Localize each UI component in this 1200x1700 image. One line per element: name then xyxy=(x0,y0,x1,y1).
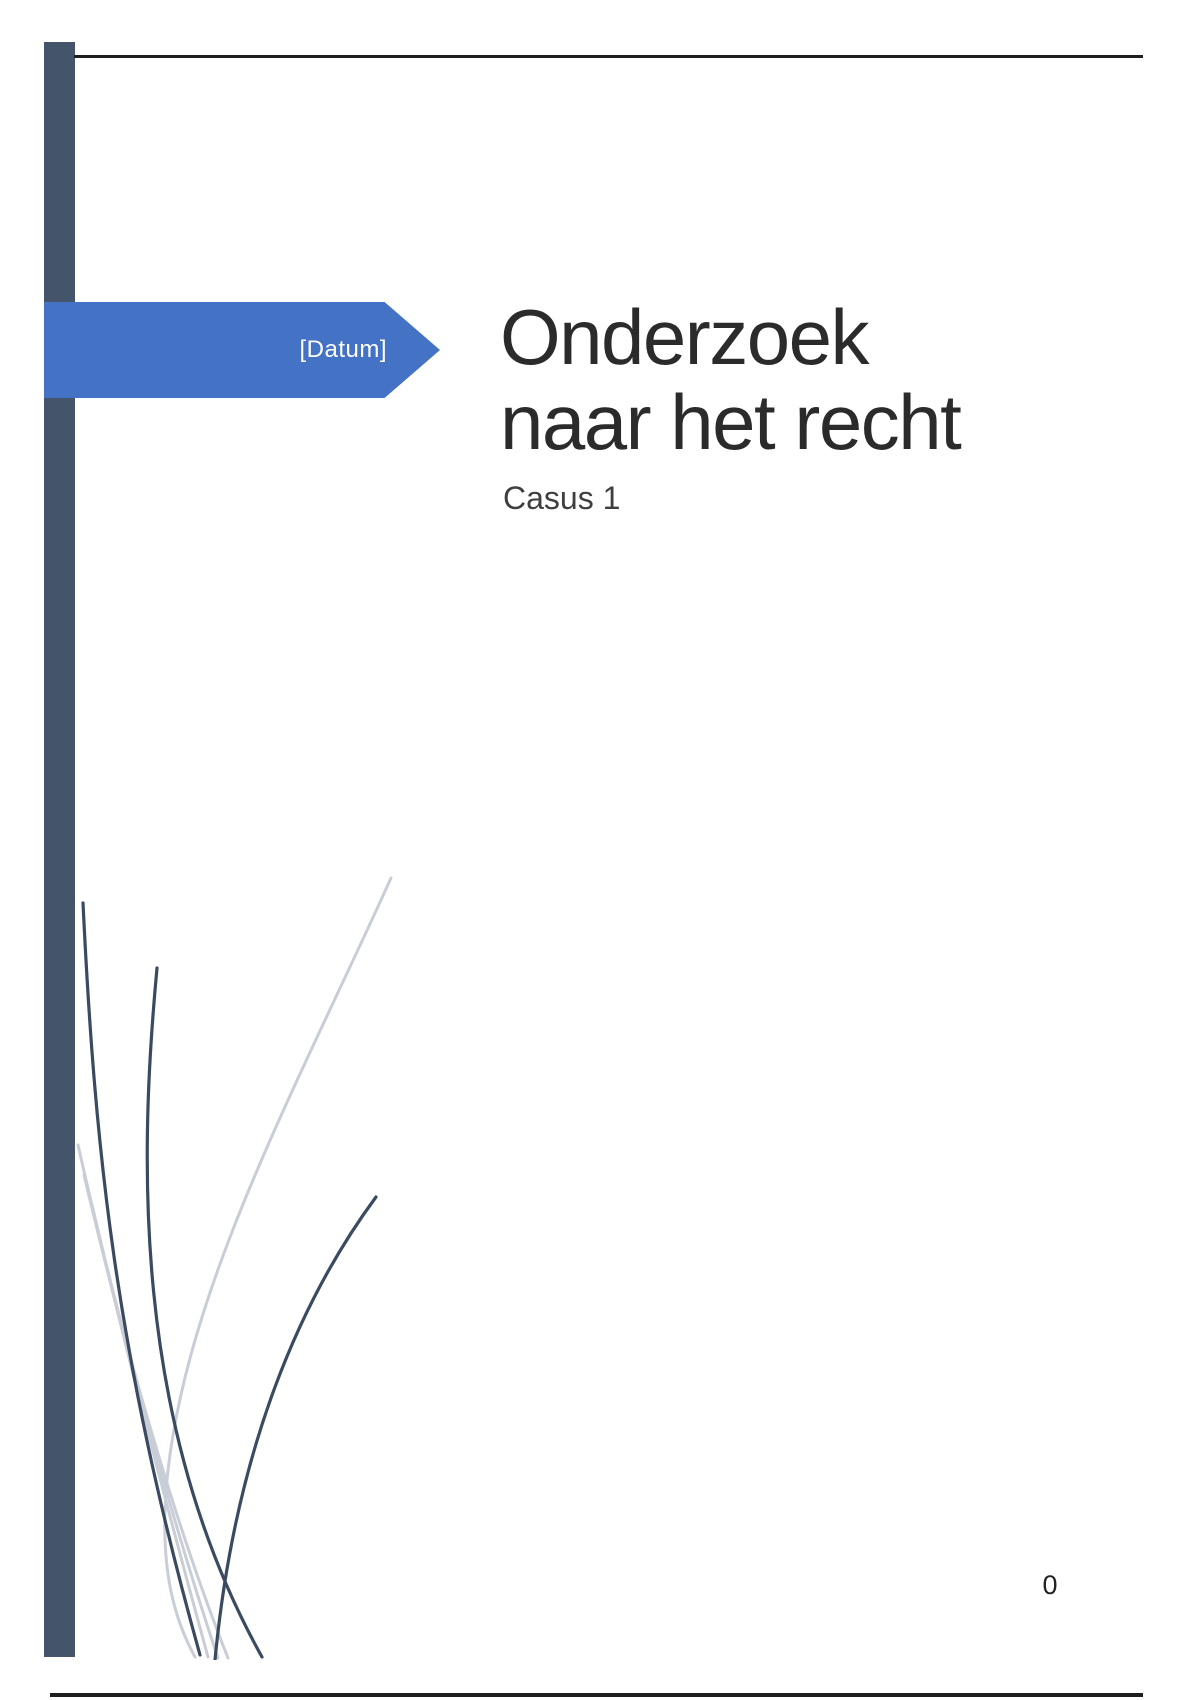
page-number: 0 xyxy=(1042,1570,1058,1600)
wisp-curve-dark-2 xyxy=(145,966,264,1659)
decorative-wisp-curves xyxy=(76,876,393,1660)
cover-title-line2: naar het recht xyxy=(500,378,962,466)
cover-subtitle: Casus 1 xyxy=(503,480,621,516)
wisp-curve-light-3 xyxy=(90,1203,230,1660)
date-placeholder: [Datum] xyxy=(299,336,387,363)
wisp-curve-light-arc xyxy=(163,876,393,1659)
wisp-curve-dark-1 xyxy=(81,901,202,1657)
wisp-curve-dark-3 xyxy=(213,1195,378,1660)
bottom-rule xyxy=(50,1693,1143,1697)
cover-title-line1: Onderzoek xyxy=(500,293,870,381)
date-banner-arrow: [Datum] xyxy=(44,302,440,398)
top-rule xyxy=(74,55,1143,58)
cover-title: Onderzoek naar het recht xyxy=(500,295,1020,465)
